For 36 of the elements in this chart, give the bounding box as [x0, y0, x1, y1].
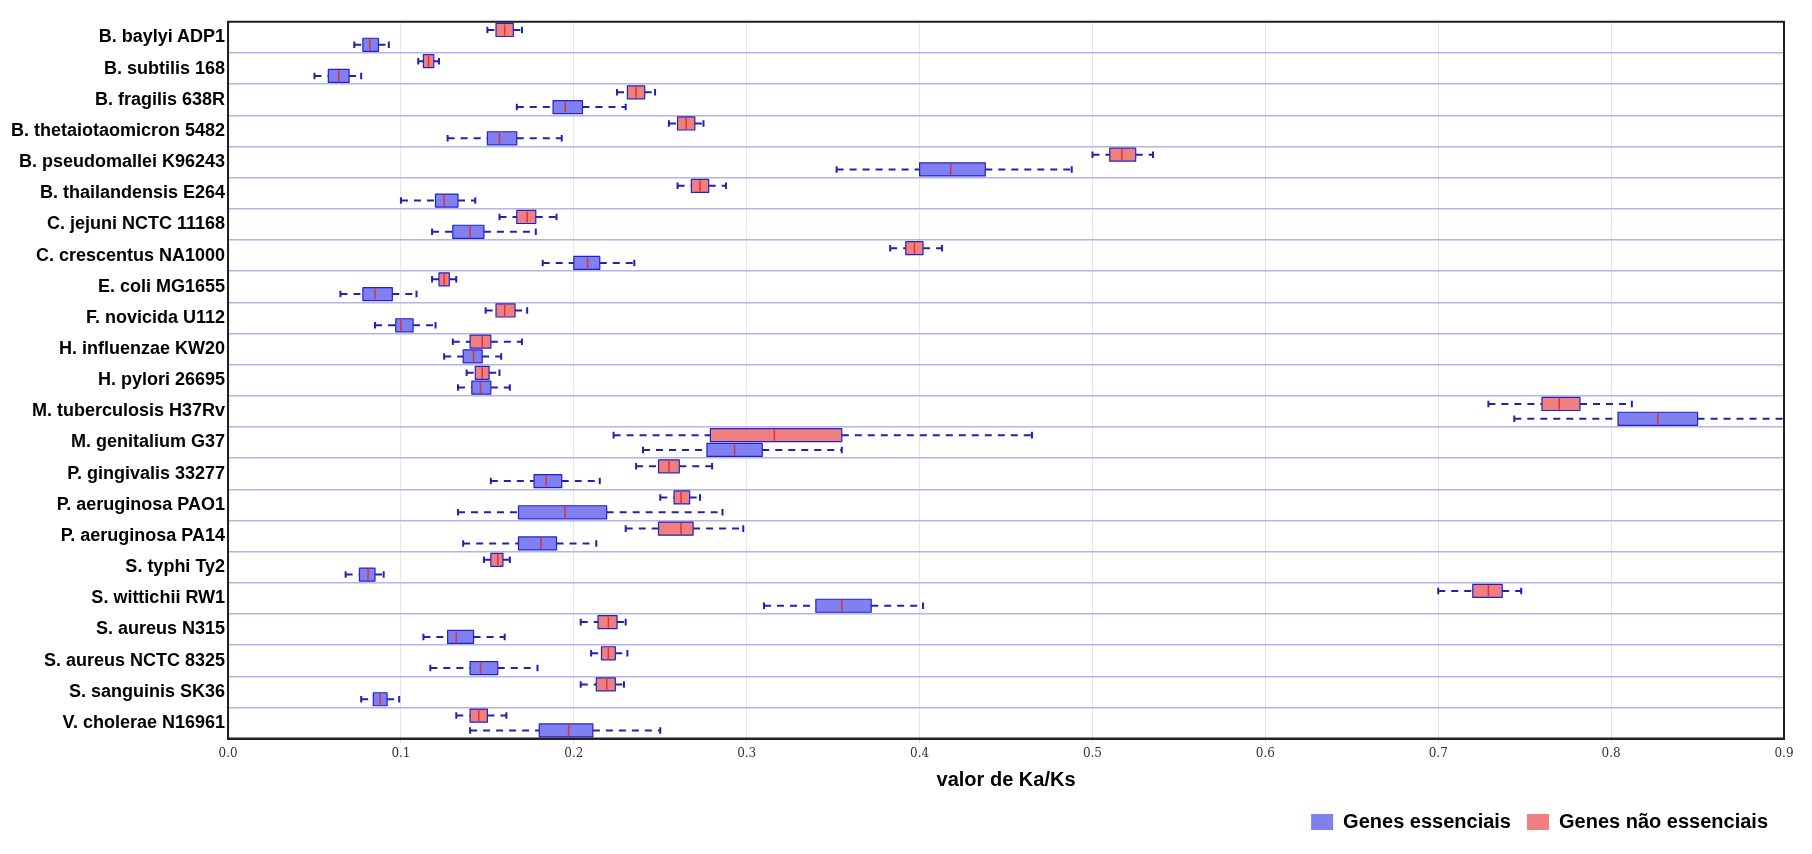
- y-tick-label: S. sanguinis SK36: [69, 680, 226, 701]
- y-tick-label: B. fragilis 638R: [95, 88, 226, 109]
- legend-label: Genes essenciais: [1343, 809, 1511, 832]
- y-tick-label: E. coli MG1655: [98, 275, 226, 296]
- y-tick-label: B. baylyi ADP1: [98, 26, 226, 47]
- y-tick-label: S. typhi Ty2: [125, 556, 226, 577]
- x-tick-label: 0.5: [1082, 745, 1103, 760]
- y-tick-label: B. thetaiotaomicron 5482: [11, 119, 226, 140]
- y-tick-label: P. aeruginosa PA14: [60, 524, 226, 545]
- x-tick-label: 0.9: [1774, 745, 1794, 760]
- x-tick-label: 0.2: [564, 745, 584, 760]
- x-tick-label: 0.8: [1601, 745, 1621, 760]
- y-tick-label: C. jejuni NCTC 11168: [46, 213, 226, 234]
- y-tick-label: B. pseudomallei K96243: [18, 151, 226, 172]
- y-tick-label: B. subtilis 168: [104, 57, 226, 78]
- x-tick-label: 0.0: [218, 745, 238, 760]
- y-tick-label: V. cholerae N16961: [62, 711, 226, 732]
- y-tick-label: S. aureus N315: [95, 618, 226, 639]
- y-tick-label: P. aeruginosa PAO1: [56, 493, 226, 514]
- y-tick-label: C. crescentus NA1000: [35, 244, 226, 265]
- y-tick-label: F. novicida U112: [86, 306, 226, 327]
- y-tick-label: P. gingivalis 33277: [67, 462, 226, 483]
- x-tick-label: 0.3: [737, 745, 757, 760]
- y-tick-label: M. genitalium G37: [71, 431, 226, 452]
- y-tick-label: M. tuberculosis H37Rv: [32, 400, 226, 421]
- x-tick-label: 0.7: [1428, 745, 1448, 760]
- legend-label: Genes não essenciais: [1559, 809, 1769, 832]
- x-tick-label: 0.6: [1255, 745, 1275, 760]
- y-tick-label: H. pylori 26695: [97, 369, 226, 390]
- y-tick-label: H. influenzae KW20: [59, 338, 226, 358]
- y-tick-label: S. aureus NCTC 8325: [43, 649, 226, 670]
- x-tick-label: 0.1: [391, 745, 411, 760]
- x-axis-title: valor de Ka/Ks: [936, 767, 1076, 790]
- y-tick-label: S. wittichii RW1: [91, 587, 226, 608]
- y-tick-label: B. thailandensis E264: [39, 182, 226, 203]
- x-tick-label: 0.4: [910, 745, 930, 760]
